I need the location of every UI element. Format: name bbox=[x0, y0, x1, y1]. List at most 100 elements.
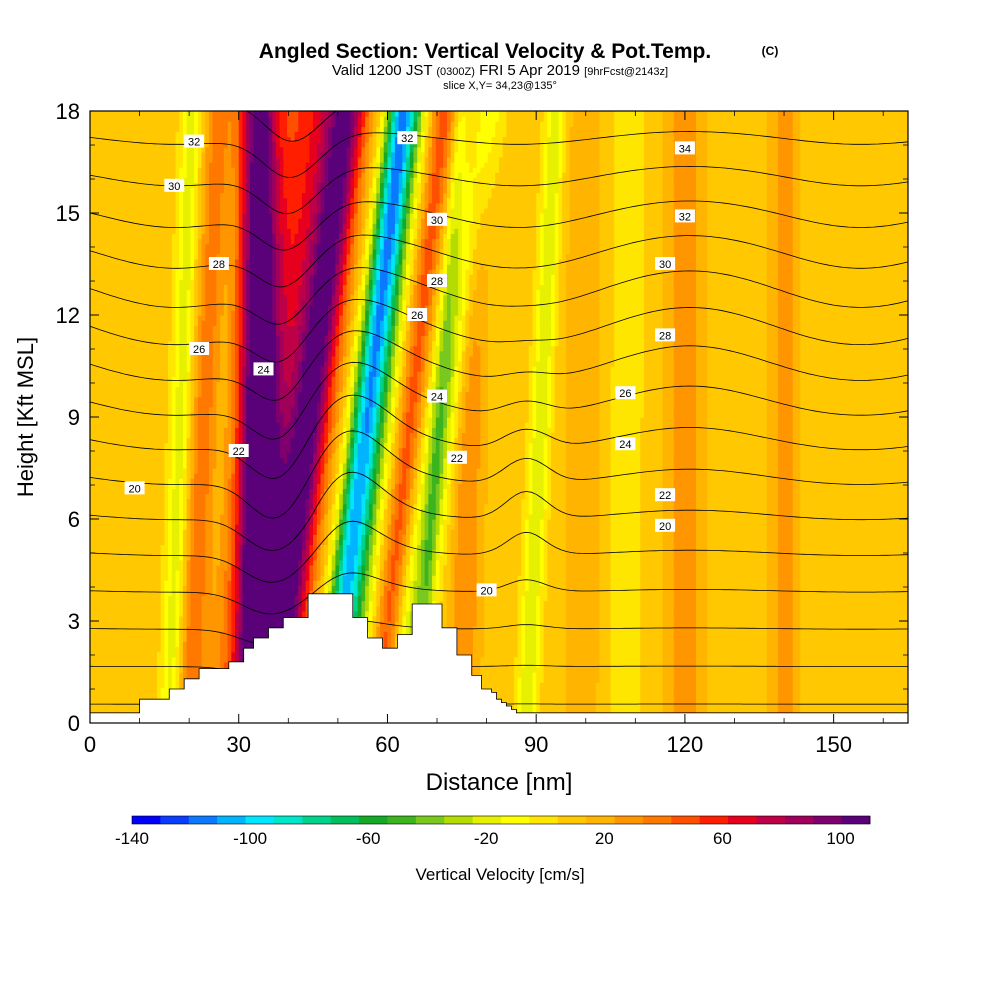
velocity-cell bbox=[238, 626, 244, 632]
velocity-cell bbox=[130, 615, 136, 622]
velocity-cell bbox=[220, 626, 225, 632]
velocity-cell bbox=[710, 707, 716, 714]
velocity-cell bbox=[458, 646, 463, 653]
velocity-cell bbox=[885, 672, 891, 678]
velocity-cell bbox=[480, 646, 485, 653]
velocity-cell bbox=[156, 687, 162, 693]
velocity-cell bbox=[238, 631, 244, 637]
velocity-cell bbox=[785, 636, 790, 642]
velocity-cell bbox=[127, 682, 132, 688]
velocity-cell bbox=[194, 666, 199, 673]
velocity-cell bbox=[443, 610, 448, 617]
velocity-cell bbox=[164, 641, 169, 648]
velocity-cell bbox=[744, 636, 749, 642]
velocity-cell bbox=[837, 697, 842, 704]
velocity-cell bbox=[733, 610, 738, 617]
velocity-cell bbox=[484, 666, 489, 673]
velocity-cell bbox=[112, 615, 117, 622]
velocity-cell bbox=[458, 615, 463, 622]
velocity-cell bbox=[621, 687, 627, 693]
velocity-cell bbox=[658, 626, 664, 632]
velocity-cell bbox=[372, 615, 377, 622]
velocity-cell bbox=[510, 610, 515, 617]
velocity-cell bbox=[863, 610, 868, 617]
velocity-cell bbox=[755, 615, 760, 622]
velocity-cell bbox=[714, 651, 719, 658]
velocity-cell bbox=[725, 615, 731, 622]
velocity-cell bbox=[677, 666, 682, 673]
velocity-cell bbox=[893, 615, 898, 622]
velocity-cell bbox=[116, 636, 121, 642]
velocity-cell bbox=[789, 672, 794, 678]
velocity-cell bbox=[904, 697, 908, 704]
velocity-cell bbox=[502, 621, 508, 627]
velocity-cell bbox=[762, 615, 768, 622]
velocity-cell bbox=[149, 610, 154, 617]
velocity-cell bbox=[301, 610, 307, 617]
velocity-cell bbox=[368, 615, 374, 622]
velocity-cell bbox=[822, 646, 827, 653]
velocity-cell bbox=[532, 682, 537, 688]
velocity-cell bbox=[625, 636, 630, 642]
velocity-cell bbox=[722, 677, 727, 683]
velocity-cell bbox=[112, 682, 117, 688]
velocity-cell bbox=[510, 626, 515, 632]
velocity-cell bbox=[97, 615, 102, 622]
velocity-cell bbox=[829, 707, 835, 714]
velocity-cell bbox=[205, 631, 210, 637]
velocity-cell bbox=[632, 626, 638, 632]
velocity-cell bbox=[525, 610, 530, 617]
velocity-cell bbox=[766, 687, 772, 693]
velocity-cell bbox=[707, 656, 712, 663]
velocity-cell bbox=[502, 610, 508, 617]
velocity-cell bbox=[145, 692, 151, 699]
velocity-cell bbox=[484, 682, 489, 688]
velocity-cell bbox=[696, 707, 701, 714]
velocity-cell bbox=[580, 702, 586, 709]
velocity-cell bbox=[573, 702, 578, 709]
velocity-cell bbox=[142, 631, 147, 637]
velocity-cell bbox=[644, 641, 649, 648]
velocity-cell bbox=[740, 661, 745, 668]
velocity-cell bbox=[562, 687, 567, 693]
velocity-cell bbox=[744, 687, 749, 693]
velocity-cell bbox=[123, 646, 128, 653]
velocity-cell bbox=[153, 672, 158, 678]
velocity-cell bbox=[186, 656, 191, 663]
velocity-cell bbox=[658, 636, 664, 642]
velocity-cell bbox=[532, 692, 537, 699]
velocity-cell bbox=[536, 656, 541, 663]
velocity-cell bbox=[502, 605, 508, 612]
velocity-cell bbox=[885, 707, 891, 714]
velocity-cell bbox=[833, 672, 838, 678]
velocity-cell bbox=[465, 651, 470, 658]
velocity-cell bbox=[766, 707, 772, 714]
velocity-cell bbox=[777, 656, 783, 663]
velocity-cell bbox=[580, 615, 586, 622]
velocity-cell bbox=[539, 656, 545, 663]
velocity-cell bbox=[729, 672, 734, 678]
velocity-cell bbox=[870, 702, 876, 709]
velocity-cell bbox=[900, 661, 905, 668]
velocity-cell bbox=[108, 692, 113, 699]
velocity-cell bbox=[223, 615, 229, 622]
velocity-cell bbox=[677, 651, 682, 658]
velocity-cell bbox=[699, 666, 705, 673]
velocity-cell bbox=[893, 677, 898, 683]
velocity-cell bbox=[714, 677, 719, 683]
velocity-cell bbox=[513, 672, 519, 678]
velocity-cell bbox=[220, 656, 225, 663]
velocity-cell bbox=[855, 651, 861, 658]
velocity-cell bbox=[859, 702, 864, 709]
velocity-cell bbox=[725, 646, 731, 653]
velocity-cell bbox=[900, 666, 905, 673]
velocity-cell bbox=[867, 651, 872, 658]
velocity-cell bbox=[127, 702, 132, 709]
velocity-cell bbox=[733, 672, 738, 678]
velocity-cell bbox=[391, 621, 396, 627]
velocity-cell bbox=[138, 621, 143, 627]
velocity-cell bbox=[629, 631, 634, 637]
velocity-cell bbox=[863, 636, 868, 642]
velocity-cell bbox=[829, 615, 835, 622]
velocity-cell bbox=[93, 697, 99, 704]
